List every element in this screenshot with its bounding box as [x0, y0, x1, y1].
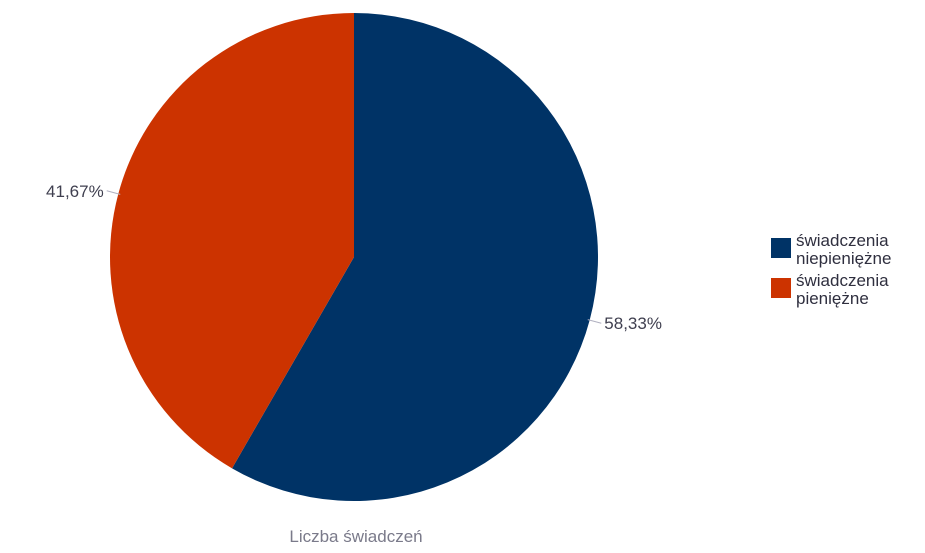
legend: świadczenia niepieniężne świadczenia pie…: [771, 232, 921, 312]
category-axis-label: Liczba świadczeń: [289, 527, 423, 546]
pie-slice-pieniezne[interactable]: [110, 13, 354, 469]
legend-item-pieniezne[interactable]: świadczenia pieniężne: [771, 272, 921, 308]
data-label-pieniezne: 41,67%: [46, 182, 104, 201]
legend-label-niepieniezne: świadczenia niepieniężne: [796, 231, 892, 268]
legend-swatch-niepieniezne: [771, 238, 791, 258]
legend-swatch-pieniezne: [771, 278, 791, 298]
data-label-niepieniezne: 58,33%: [604, 314, 662, 333]
legend-label-pieniezne: świadczenia pieniężne: [796, 271, 889, 308]
leader-line-niepieniezne: [587, 319, 602, 324]
pie-slice-niepieniezne[interactable]: [232, 13, 599, 501]
legend-item-niepieniezne[interactable]: świadczenia niepieniężne: [771, 232, 921, 268]
leader-line-pieniezne: [106, 190, 121, 195]
